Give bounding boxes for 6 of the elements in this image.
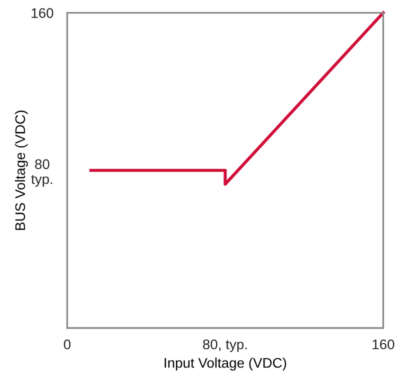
x-axis-title: Input Voltage (VDC) <box>164 358 286 371</box>
x-tick-label: 160 <box>372 339 394 350</box>
x-tick-label: 0 <box>64 339 71 350</box>
x-tick-label: 80, typ. <box>203 339 247 352</box>
y-axis-title: BUS Voltage (VDC) <box>14 110 28 230</box>
y-tick-label: 80 typ. <box>31 159 52 187</box>
